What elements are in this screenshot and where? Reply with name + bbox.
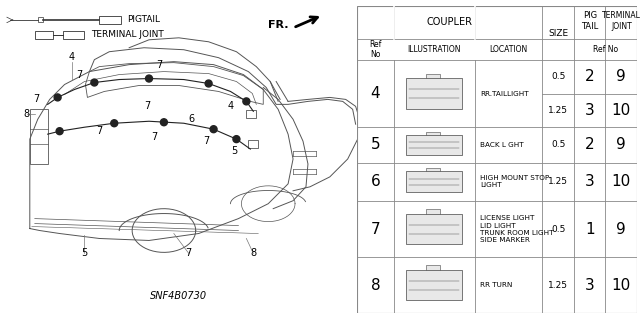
Text: 10: 10 <box>612 278 631 293</box>
Text: 0.5: 0.5 <box>551 225 565 234</box>
Circle shape <box>111 120 118 127</box>
Circle shape <box>210 126 217 133</box>
Bar <box>406 270 462 300</box>
Text: 7: 7 <box>204 136 210 146</box>
Text: 7: 7 <box>144 101 150 111</box>
Text: Ref No: Ref No <box>593 45 618 54</box>
Text: 2: 2 <box>585 137 595 152</box>
Text: 1.25: 1.25 <box>548 280 568 290</box>
Text: TERMINAL
JOINT: TERMINAL JOINT <box>602 11 640 31</box>
Bar <box>426 132 440 135</box>
Text: 5: 5 <box>231 146 237 156</box>
Text: 1.25: 1.25 <box>548 177 568 186</box>
Bar <box>35 31 52 39</box>
Circle shape <box>91 79 98 86</box>
Text: PIG
TAIL: PIG TAIL <box>581 11 598 31</box>
Text: 3: 3 <box>585 174 595 189</box>
Bar <box>248 140 259 148</box>
Bar <box>99 16 121 24</box>
Text: 7: 7 <box>96 126 102 136</box>
Circle shape <box>145 75 152 82</box>
Text: SNF4B0730: SNF4B0730 <box>150 291 207 301</box>
Text: TERMINAL JOINT: TERMINAL JOINT <box>92 30 164 39</box>
Text: SIZE: SIZE <box>548 29 568 38</box>
Text: 10: 10 <box>612 174 631 189</box>
Circle shape <box>233 136 240 143</box>
Text: 4: 4 <box>227 101 234 111</box>
Text: Ref
No: Ref No <box>369 40 381 59</box>
Text: BACK L GHT: BACK L GHT <box>481 142 524 148</box>
Bar <box>426 265 440 270</box>
Bar <box>246 110 256 118</box>
Text: RR TURN: RR TURN <box>481 282 513 288</box>
Text: PIGTAIL: PIGTAIL <box>127 15 160 25</box>
Bar <box>38 18 43 22</box>
Text: 5: 5 <box>371 137 380 152</box>
Text: 6: 6 <box>189 114 195 124</box>
Text: 1: 1 <box>585 222 595 237</box>
Text: 8: 8 <box>24 109 30 119</box>
Bar <box>406 78 462 109</box>
Text: 8: 8 <box>371 278 380 293</box>
Text: 4: 4 <box>371 86 380 101</box>
Text: LICENSE LIGHT
LID LIGHT
TRUNK ROOM LIGHT
SIDE MARKER: LICENSE LIGHT LID LIGHT TRUNK ROOM LIGHT… <box>481 215 554 243</box>
Circle shape <box>161 119 168 126</box>
Circle shape <box>56 128 63 135</box>
Text: 2: 2 <box>585 69 595 84</box>
Bar <box>406 135 462 155</box>
Text: 0.5: 0.5 <box>551 140 565 150</box>
Text: 6: 6 <box>371 174 380 189</box>
Text: 9: 9 <box>616 137 626 152</box>
Text: LOCATION: LOCATION <box>490 45 527 54</box>
Text: 10: 10 <box>612 103 631 118</box>
Text: 7: 7 <box>151 132 157 142</box>
Text: 9: 9 <box>616 69 626 84</box>
Circle shape <box>205 80 212 87</box>
Text: 7: 7 <box>371 222 380 237</box>
Text: 5: 5 <box>81 249 88 258</box>
Text: 0.5: 0.5 <box>551 72 565 81</box>
Bar <box>426 168 440 171</box>
Text: COUPLER: COUPLER <box>427 18 472 27</box>
Bar <box>63 31 84 39</box>
Text: 7: 7 <box>186 249 192 258</box>
Text: ILLUSTRATION: ILLUSTRATION <box>408 45 461 54</box>
Circle shape <box>243 98 250 105</box>
Text: 7: 7 <box>76 70 83 79</box>
Text: 1.25: 1.25 <box>548 106 568 115</box>
Circle shape <box>54 94 61 101</box>
Bar <box>406 171 462 192</box>
Text: HIGH MOUNT STOP
LIGHT: HIGH MOUNT STOP LIGHT <box>481 175 550 188</box>
Text: 7: 7 <box>34 94 40 104</box>
Text: 3: 3 <box>585 278 595 293</box>
Text: 4: 4 <box>68 52 75 62</box>
Text: FR.: FR. <box>268 20 288 30</box>
Text: 8: 8 <box>250 249 257 258</box>
Text: 3: 3 <box>585 103 595 118</box>
Bar <box>426 209 440 214</box>
Bar <box>426 74 440 78</box>
Text: 9: 9 <box>616 222 626 237</box>
Bar <box>406 214 462 244</box>
Bar <box>30 109 48 164</box>
Text: RR.TAILLIGHT: RR.TAILLIGHT <box>481 91 529 97</box>
Text: 7: 7 <box>156 60 162 70</box>
